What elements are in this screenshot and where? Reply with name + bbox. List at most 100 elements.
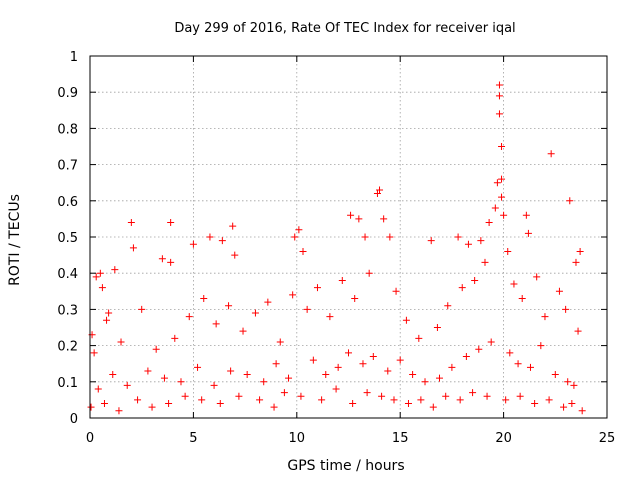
x-axis-label: GPS time / hours [287,458,404,474]
data-point [369,352,377,360]
data-point [297,392,305,400]
y-tick-label: 0.1 [57,376,78,391]
data-point [152,345,160,353]
data-point [456,396,464,404]
data-point [448,363,456,371]
data-point [148,403,156,411]
data-point [444,302,452,310]
data-point [92,273,100,281]
data-point [98,284,106,292]
data-point [167,258,175,266]
data-point [117,338,125,346]
data-point [454,233,462,241]
data-point [481,258,489,266]
data-point [566,197,574,205]
y-axis-ticks: 0 0.1 0.2 0.3 0.4 0.5 0.6 0.7 0.8 0.9 1 [57,50,607,427]
data-point [96,269,104,277]
x-tick-label: 15 [392,431,409,446]
x-tick-label: 25 [599,431,616,446]
data-point [390,396,398,404]
data-point [555,287,563,295]
data-point [103,316,111,324]
data-point [332,385,340,393]
data-point [111,266,119,274]
y-axis-label: ROTI / TECUs [7,194,23,286]
data-point [541,313,549,321]
data-point [378,392,386,400]
data-point [326,313,334,321]
data-point [351,295,359,303]
data-point [518,295,526,303]
y-tick-label: 0 [70,412,78,427]
data-point [433,324,441,331]
data-point [309,356,317,364]
data-point [384,367,392,375]
data-point [376,186,384,194]
data-point [231,251,239,259]
data-point [574,327,582,335]
data-point [243,371,251,379]
y-tick-label: 0.6 [57,195,78,210]
data-point [100,400,108,408]
data-point [578,407,586,415]
data-point [495,110,503,118]
data-point [349,400,357,408]
data-point [216,400,224,408]
data-point [477,237,485,245]
data-point [402,316,410,324]
data-point [194,363,202,371]
data-point [94,385,102,393]
data-point [345,349,352,357]
data-point [363,389,371,397]
x-axis-ticks: 0 5 10 15 20 25 [86,56,615,446]
data-point [177,378,185,386]
data-point [485,219,493,227]
data-point [493,179,501,187]
data-point [442,392,450,400]
data-point [295,226,303,234]
data-point [415,334,423,342]
data-point [264,298,272,306]
y-tick-label: 0.3 [57,303,78,318]
data-point [392,287,400,295]
data-point [560,403,568,411]
chart-title: Day 299 of 2016, Rate Of TEC Index for r… [174,21,515,36]
data-point [506,349,514,357]
data-point [235,392,243,400]
data-point [514,360,522,368]
plot-frame [89,55,608,419]
data-point [285,374,293,382]
data-point [229,222,237,230]
data-point [227,367,235,375]
data-point [225,302,233,310]
data-point [458,284,466,292]
data-point [359,360,367,368]
data-point [115,407,123,415]
data-point [572,258,580,266]
x-tick-label: 5 [189,431,197,446]
x-tick-label: 20 [495,431,512,446]
data-point [562,305,570,313]
data-point [491,204,499,212]
data-point [144,367,152,375]
data-point [361,233,369,241]
data-point [421,378,429,386]
y-tick-label: 0.5 [57,231,78,246]
data-point [500,211,508,219]
data-point [409,371,417,379]
data-point [276,338,284,346]
data-point [462,352,470,360]
data-point [185,313,193,321]
data-point [495,92,503,100]
data-point [347,211,355,219]
data-point [160,374,168,382]
data-point [165,400,173,408]
x-tick-label: 10 [289,431,306,446]
data-point [524,229,532,237]
data-point [251,309,259,317]
y-tick-label: 0.9 [57,86,78,101]
data-point [504,247,512,255]
data-point [181,392,189,400]
